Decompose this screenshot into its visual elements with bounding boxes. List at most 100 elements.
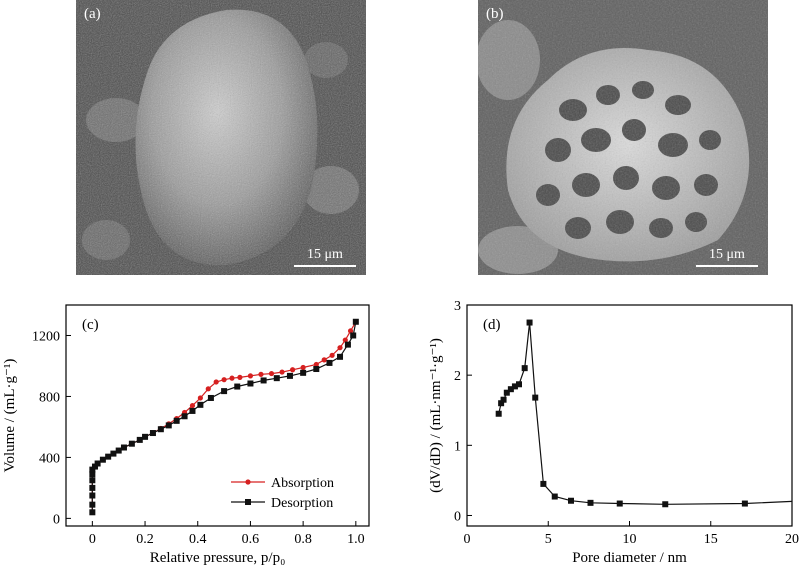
- x-tick-label: 10: [623, 532, 637, 547]
- data-point: [279, 369, 285, 375]
- y-tick-label: 0: [454, 509, 461, 524]
- data-point: [149, 430, 156, 437]
- data-point: [616, 500, 623, 507]
- data-point: [189, 402, 196, 409]
- data-point: [300, 369, 307, 376]
- x-tick-label: 0.2: [136, 532, 154, 547]
- data-point: [89, 509, 96, 516]
- data-point: [587, 499, 594, 506]
- x-axis-label: Relative pressure, p/p₀: [150, 550, 286, 566]
- data-point: [313, 366, 320, 373]
- data-point: [91, 463, 98, 470]
- y-tick-label: 3: [454, 299, 461, 314]
- data-point: [157, 426, 164, 433]
- data-point: [329, 352, 335, 358]
- y-axis-label: (dV/dD) / (mL·nm⁻¹·g⁻¹): [428, 338, 444, 493]
- x-tick-label: 5: [545, 532, 552, 547]
- data-point: [181, 413, 188, 420]
- data-point: [89, 477, 96, 484]
- data-point: [205, 386, 211, 392]
- x-tick-label: 15: [704, 532, 718, 547]
- data-point: [115, 447, 122, 454]
- data-point: [94, 460, 101, 467]
- scale-bar-line-a: [294, 265, 356, 267]
- y-tick-label: 1: [454, 439, 461, 454]
- data-point: [507, 386, 514, 393]
- data-point: [142, 433, 149, 440]
- y-tick-label: 400: [39, 451, 60, 466]
- data-point: [237, 374, 243, 380]
- data-point: [89, 466, 96, 473]
- data-point: [286, 372, 293, 379]
- data-point: [532, 394, 539, 401]
- scale-bar-label-b: 15 μm: [709, 247, 745, 262]
- x-tick-label: 0.6: [242, 532, 260, 547]
- x-axis-label: Pore diameter / nm: [572, 550, 687, 566]
- y-tick-label: 1200: [32, 329, 60, 344]
- sem-image-a: (a) 15 μm: [76, 0, 366, 275]
- data-point: [516, 381, 522, 388]
- panel-label: (c): [82, 317, 99, 333]
- data-point: [89, 501, 96, 508]
- data-point: [344, 341, 351, 348]
- legend-label: Absorption: [271, 476, 334, 491]
- y-tick-label: 800: [39, 390, 60, 405]
- data-point: [498, 400, 505, 407]
- data-point: [500, 396, 507, 403]
- panel-label: (d): [483, 317, 501, 333]
- data-point: [337, 353, 344, 360]
- data-point: [273, 375, 280, 382]
- data-point: [350, 332, 357, 339]
- data-point: [207, 394, 214, 401]
- panel-label-b: (b): [486, 6, 504, 22]
- data-point: [128, 440, 135, 447]
- panel-label-a: (a): [84, 6, 101, 22]
- data-point: [352, 318, 359, 325]
- data-point: [229, 375, 235, 381]
- x-tick-label: 1.0: [347, 532, 365, 547]
- data-point: [268, 370, 275, 377]
- data-point: [568, 497, 574, 504]
- data-point: [247, 380, 254, 387]
- data-point: [289, 367, 296, 373]
- data-point: [551, 493, 558, 500]
- data-point: [189, 407, 196, 414]
- data-point: [503, 389, 510, 396]
- data-point: [136, 436, 143, 443]
- data-point: [234, 383, 241, 390]
- data-point: [347, 328, 354, 334]
- data-point: [221, 388, 228, 395]
- x-tick-label: 0.4: [189, 532, 207, 547]
- x-tick-label: 0.8: [294, 532, 312, 547]
- data-point: [526, 319, 533, 326]
- data-point: [258, 371, 264, 377]
- data-point: [511, 383, 518, 390]
- data-point: [326, 359, 333, 366]
- data-point: [89, 471, 96, 478]
- data-point: [89, 484, 96, 491]
- data-point: [337, 345, 343, 351]
- legend-marker: [245, 479, 251, 485]
- data-point: [197, 395, 203, 401]
- data-point: [495, 410, 502, 417]
- isotherm-chart: 0 0.2 0.4 0.6 0.8 1.0 0 400 800 1200 Relative pres…: [2, 304, 370, 566]
- scale-bar-b: 15 μm: [696, 247, 758, 267]
- pore-size-chart: 0 5 10 15 20 0 1 2 3 Pore diameter / nm (dV/dD) / …: [428, 299, 799, 566]
- y-tick-label: 0: [53, 512, 60, 527]
- data-point: [662, 501, 669, 508]
- data-point: [105, 453, 112, 460]
- data-point: [247, 373, 254, 379]
- data-point: [313, 361, 319, 368]
- x-tick-label: 20: [785, 532, 799, 547]
- x-tick-label: 0: [89, 532, 96, 547]
- plot-frame: [65, 304, 370, 527]
- series-line: [498, 322, 793, 505]
- data-point: [120, 444, 127, 451]
- scale-bar-label-a: 15 μm: [307, 247, 343, 262]
- scale-bar-a: 15 μm: [294, 247, 356, 267]
- data-point: [260, 377, 267, 384]
- plot-frame: [466, 304, 793, 527]
- data-point: [197, 401, 204, 408]
- y-axis-label: Volume / (mL·g⁻¹): [2, 359, 18, 473]
